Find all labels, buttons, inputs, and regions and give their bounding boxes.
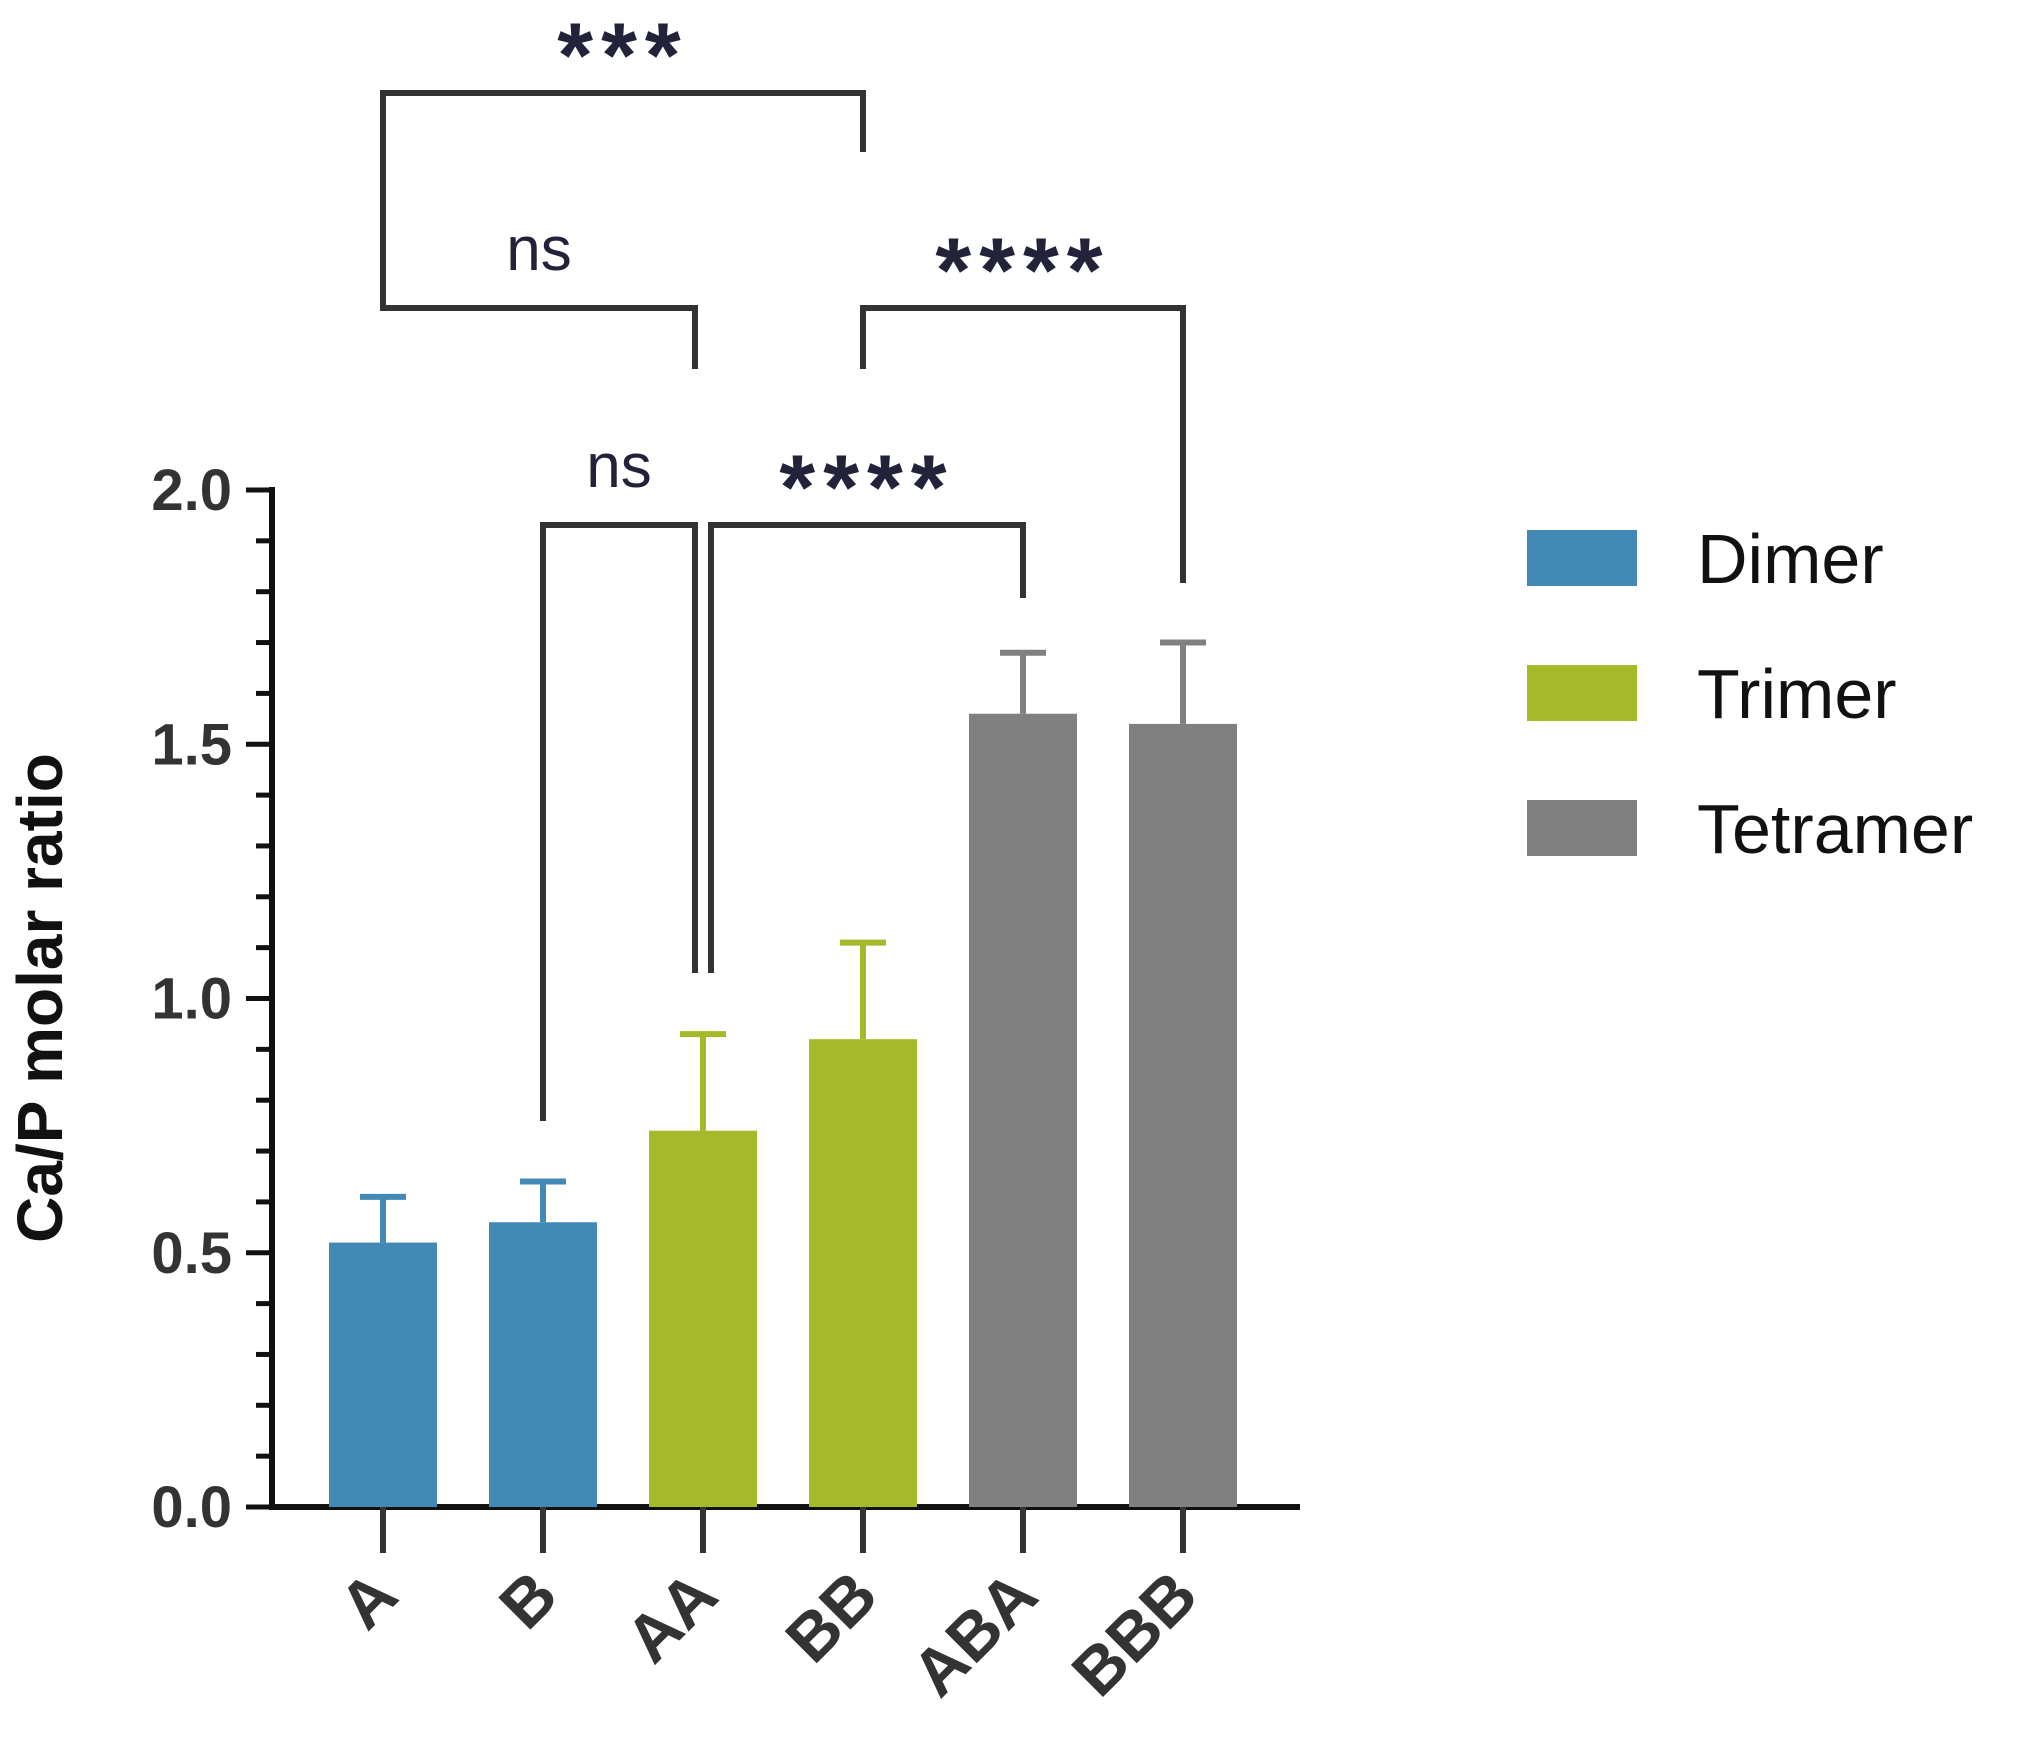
y-tick-label: 1.5: [151, 712, 232, 777]
significance-brackets: *** ns **** ns ****: [380, 5, 1186, 1121]
significance-bracket: [860, 305, 1186, 583]
bars: [329, 639, 1237, 1507]
legend-label: Dimer: [1697, 520, 1884, 598]
bar-BB: [809, 1039, 917, 1507]
y-axis-title: Ca/P molar ratio: [4, 753, 76, 1243]
legend-swatch: [1527, 530, 1637, 586]
significance-label: ns: [506, 215, 571, 284]
bar-A: [329, 1242, 437, 1507]
y-tick-label: 0.5: [151, 1221, 232, 1286]
x-tick-label: BBB: [1057, 1557, 1210, 1710]
significance-label: ****: [779, 437, 954, 539]
y-tick-label: 1.0: [151, 967, 232, 1032]
legend-swatch: [1527, 665, 1637, 721]
bar-B: [489, 1222, 597, 1507]
y-tick-label: 2.0: [151, 458, 232, 523]
significance-label: ****: [935, 220, 1110, 322]
y-axis-label-group: Ca/P molar ratio: [4, 753, 76, 1243]
legend-label: Tetramer: [1697, 790, 1973, 868]
x-tick-label: ABA: [897, 1557, 1050, 1710]
x-tick-label: AA: [611, 1557, 731, 1677]
x-tick-label: A: [325, 1557, 411, 1643]
legend-label: Trimer: [1697, 655, 1897, 733]
significance-bracket: [708, 522, 1026, 973]
bar-ABA: [969, 713, 1077, 1507]
significance-bracket: [380, 90, 866, 246]
significance-label: ***: [557, 5, 688, 107]
x-axis: A B AA BB ABA BBB: [269, 1504, 1300, 1710]
significance-label: ns: [586, 432, 651, 501]
significance-bracket: [540, 522, 698, 1121]
x-tick-label: B: [485, 1557, 571, 1643]
bar-AA: [649, 1130, 757, 1507]
y-axis: 0.0 0.5 1.0 1.5 2.0: [151, 458, 275, 1540]
legend-swatch: [1527, 800, 1637, 856]
significance-bracket: [380, 246, 698, 369]
x-tick-label: BB: [771, 1557, 891, 1677]
y-tick-label: 0.0: [151, 1475, 232, 1540]
bar-BBB: [1129, 723, 1237, 1507]
legend: Dimer Trimer Tetramer: [1527, 520, 1973, 868]
